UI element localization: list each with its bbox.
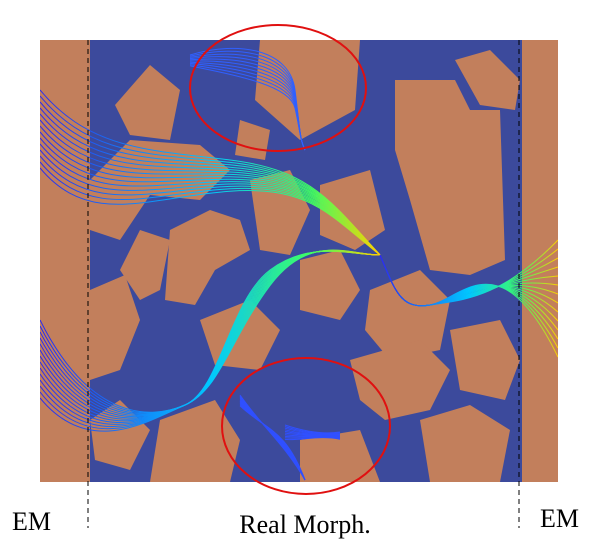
label-left: EM	[12, 507, 51, 536]
label-right: EM	[540, 504, 579, 533]
figure: EM Real Morph. EM	[0, 0, 598, 540]
morphology	[40, 40, 558, 482]
label-center: Real Morph.	[239, 510, 370, 539]
